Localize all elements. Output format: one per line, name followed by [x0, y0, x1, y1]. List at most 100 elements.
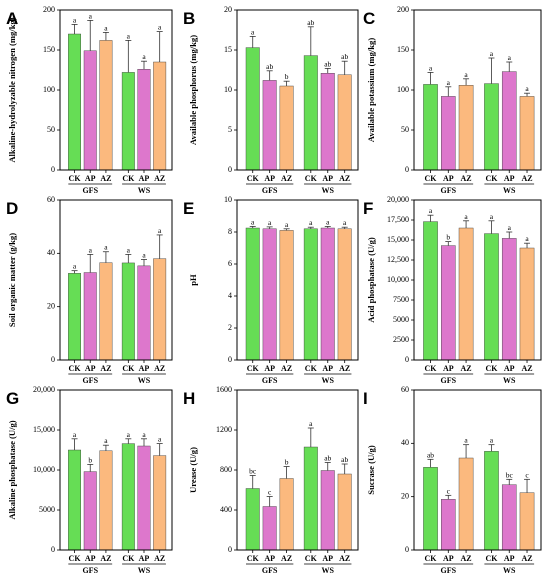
category-label: AP — [504, 554, 515, 563]
panel-letter: I — [363, 389, 368, 408]
category-label: AZ — [100, 364, 111, 373]
group-label-ws: WS — [503, 566, 516, 575]
significance-label: a — [309, 218, 313, 227]
category-label: CK — [485, 364, 498, 373]
y-tick-label: 7500 — [393, 295, 409, 304]
bar-ap — [262, 80, 277, 171]
significance-label: c — [525, 470, 529, 479]
category-label: AP — [139, 174, 150, 183]
category-label: CK — [122, 554, 135, 563]
group-label-ws: WS — [322, 376, 335, 385]
y-tick-label: 0 — [228, 165, 232, 174]
panel-i: I Sucrase (U/g) 0 20 40 60 ab CK c AP a AZ a CK bc AP c A… — [363, 385, 542, 575]
category-label: AP — [85, 364, 96, 373]
bar-ck — [303, 228, 318, 361]
bar-az — [337, 473, 352, 551]
bar-az — [279, 478, 294, 551]
group-label-ws: WS — [322, 186, 335, 195]
category-label: CK — [69, 364, 82, 373]
y-tick-label: 17,500 — [387, 215, 409, 224]
y-axis-label: Urease (U/g) — [188, 447, 198, 493]
bar-ap — [83, 471, 97, 551]
significance-label: a — [447, 78, 451, 87]
y-tick-label: 12,500 — [387, 255, 409, 264]
panel-f: F Acid phosphatase (U/g) 0 2500 5000 7500 10,0… — [363, 195, 542, 385]
bar-ck — [121, 443, 135, 551]
bar-ck — [484, 233, 499, 361]
panel-letter: F — [363, 199, 373, 218]
y-tick-label: 0 — [51, 165, 55, 174]
category-label: AP — [85, 174, 96, 183]
y-tick-label: 5000 — [39, 505, 55, 514]
y-axis-label: Acid phosphatase (U/g) — [366, 237, 376, 323]
category-label: CK — [485, 174, 498, 183]
group-label-gfs: GFS — [82, 186, 98, 195]
category-label: AP — [322, 554, 333, 563]
significance-label: a — [142, 52, 146, 61]
significance-label: a — [158, 23, 162, 32]
group-label-gfs: GFS — [262, 186, 278, 195]
plot-frame — [59, 9, 173, 171]
category-label: AP — [139, 554, 150, 563]
y-tick-label: 20 — [47, 301, 55, 310]
significance-label: ab — [307, 18, 314, 27]
category-label: CK — [425, 174, 438, 183]
category-label: AP — [264, 174, 275, 183]
category-label: AP — [443, 554, 454, 563]
plot-frame — [59, 199, 173, 361]
significance-label: a — [464, 436, 468, 445]
category-label: CK — [122, 174, 135, 183]
significance-label: b — [88, 455, 92, 464]
y-tick-label: 0 — [405, 355, 409, 364]
category-label: CK — [425, 554, 438, 563]
bar-ap — [441, 96, 456, 171]
significance-label: a — [525, 234, 529, 243]
significance-label: a — [508, 53, 512, 62]
bar-ap — [501, 484, 517, 551]
panel-letter: E — [183, 199, 194, 218]
significance-label: ab — [341, 455, 348, 464]
bar-az — [153, 61, 167, 171]
y-axis-label: Alkaline-hydrolyzable nitrogen (mg/kg) — [7, 17, 17, 162]
category-label: AP — [443, 364, 454, 373]
y-axis-label: pH — [188, 274, 198, 286]
significance-label: a — [326, 217, 330, 226]
category-label: AZ — [339, 174, 350, 183]
significance-label: a — [158, 226, 162, 235]
bar-ck — [303, 55, 318, 171]
bar-ck — [68, 449, 81, 551]
significance-label: ab — [427, 450, 434, 459]
significance-label: ab — [324, 454, 331, 463]
category-label: AZ — [521, 174, 532, 183]
bar-ck — [245, 47, 260, 171]
significance-label: a — [127, 31, 131, 40]
significance-label: a — [464, 212, 468, 221]
y-tick-label: 0 — [51, 545, 55, 554]
panel-h: H Urease (U/g) 0 400 800 1200 1600 bc CK c AP b AZ a C… — [183, 385, 359, 575]
category-label: AZ — [154, 554, 165, 563]
y-tick-label: 8 — [228, 227, 232, 236]
significance-label: ab — [266, 62, 273, 71]
plot-frame — [413, 9, 542, 171]
bar-az — [153, 455, 167, 551]
plot-frame — [236, 9, 359, 171]
y-tick-label: 60 — [401, 385, 409, 394]
y-tick-label: 150 — [43, 45, 55, 54]
y-axis-label: Available phosphorus (mg/kg) — [188, 35, 198, 145]
category-label: CK — [69, 554, 82, 563]
y-tick-label: 5 — [228, 125, 232, 134]
group-label-gfs: GFS — [441, 566, 457, 575]
y-tick-label: 0 — [228, 355, 232, 364]
bar-ck — [484, 451, 499, 551]
plot-frame — [236, 389, 359, 551]
significance-label: a — [343, 218, 347, 227]
significance-label: a — [73, 15, 77, 24]
plot-frame — [413, 199, 542, 361]
category-label: AP — [504, 174, 515, 183]
bar-az — [519, 96, 535, 171]
bar-ck — [423, 221, 438, 361]
panel-letter: A — [6, 9, 18, 28]
panel-b: B Available phosphorus (mg/kg) 0 5 10 15 20 a CK… — [183, 5, 359, 195]
